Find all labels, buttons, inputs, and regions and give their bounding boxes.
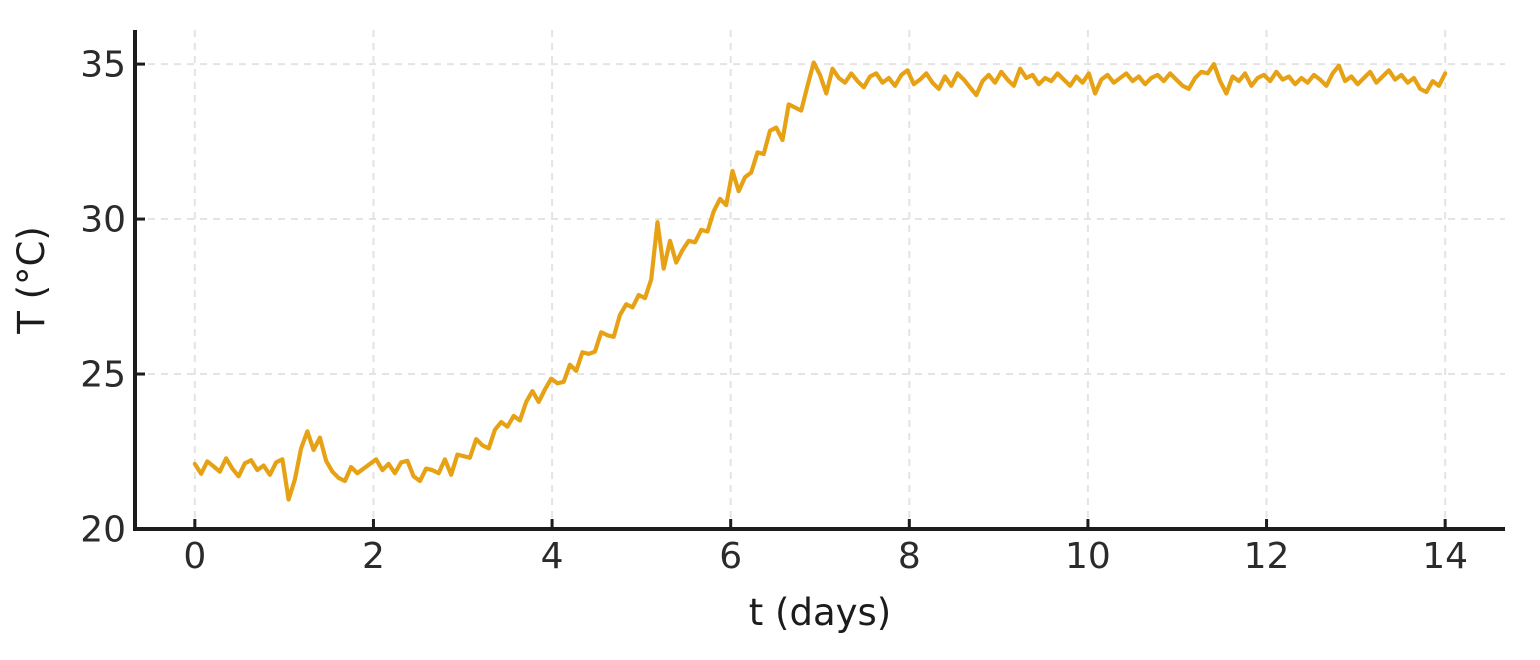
tick-labels: 0 2 4 6 8 10 12 14 20 25 30 35 [80, 45, 1468, 577]
y-tick-label: 20 [80, 510, 126, 551]
x-tick-label: 10 [1065, 536, 1111, 577]
x-tick-label: 8 [898, 536, 921, 577]
y-tick-label: 30 [80, 200, 126, 241]
axis-ticks [135, 62, 1447, 531]
axis-spines [133, 30, 1505, 531]
x-tick-label: 2 [362, 536, 385, 577]
y-axis-label: T (°C) [10, 226, 53, 335]
x-tick-label: 4 [541, 536, 564, 577]
x-axis-label: t (days) [749, 591, 891, 634]
temperature-series-line [192, 60, 1448, 502]
x-tick-label: 0 [183, 536, 206, 577]
left-bottom-spines [133, 30, 1505, 531]
gridlines [135, 30, 1505, 530]
x-tick-label: 14 [1422, 536, 1468, 577]
x-tick-label: 12 [1244, 536, 1290, 577]
y-tick-label: 35 [80, 45, 126, 86]
series-lines [192, 60, 1448, 502]
x-tick-label: 6 [719, 536, 742, 577]
y-tick-label: 25 [80, 355, 126, 396]
